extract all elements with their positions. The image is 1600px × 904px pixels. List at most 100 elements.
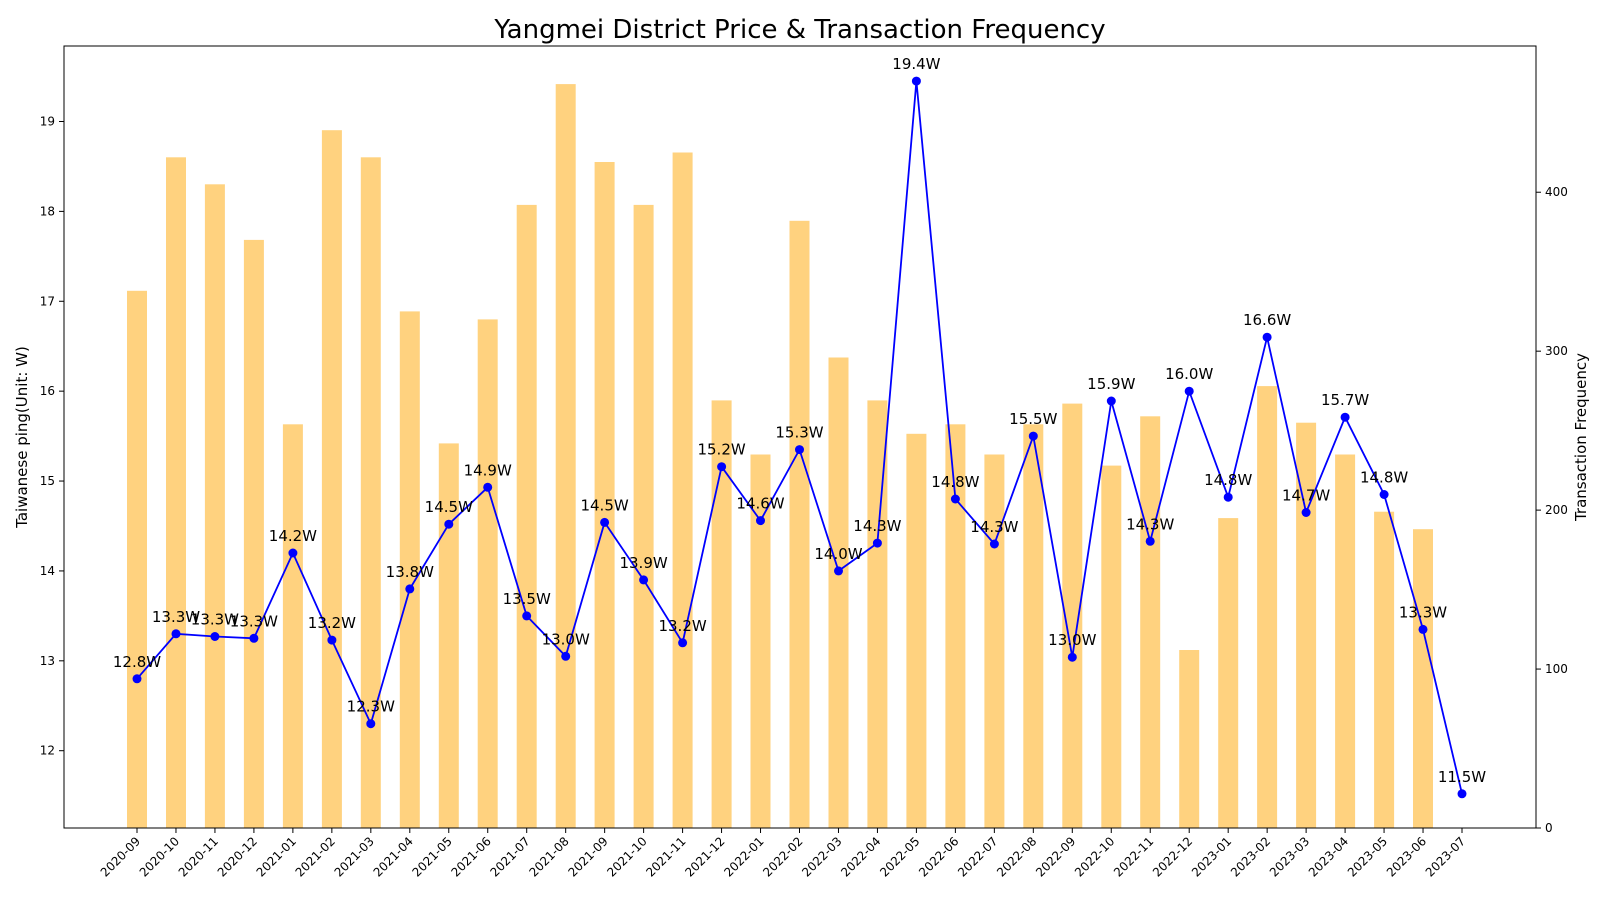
bar xyxy=(594,162,615,828)
price-data-label: 14.5W xyxy=(580,496,628,514)
price-point xyxy=(872,538,882,548)
price-data-label: 14.3W xyxy=(970,518,1018,536)
price-point xyxy=(288,548,298,558)
price-point xyxy=(1262,332,1272,342)
price-point xyxy=(1067,652,1077,662)
y-left-tick-label: 12 xyxy=(40,744,55,758)
price-point xyxy=(600,517,610,527)
price-data-label: 12.8W xyxy=(113,653,161,671)
price-data-label: 14.2W xyxy=(269,527,317,545)
bar xyxy=(867,400,888,828)
bar xyxy=(516,204,537,828)
price-point xyxy=(366,719,376,729)
bar xyxy=(906,433,927,828)
bar xyxy=(828,357,849,828)
bar xyxy=(984,454,1005,828)
y-right-tick-label: 300 xyxy=(1545,344,1568,358)
price-point xyxy=(989,539,999,549)
bar xyxy=(438,443,459,828)
price-point xyxy=(911,76,921,86)
price-data-label: 14.8W xyxy=(1204,471,1252,489)
price-point xyxy=(950,494,960,504)
price-point xyxy=(171,629,181,639)
price-point xyxy=(249,633,259,643)
price-point xyxy=(1418,624,1428,634)
bar xyxy=(633,204,654,828)
bar xyxy=(789,220,810,829)
bar xyxy=(1023,424,1044,828)
price-data-label: 14.8W xyxy=(1360,469,1408,487)
bar xyxy=(750,454,771,828)
price-point xyxy=(1106,396,1116,406)
price-point xyxy=(327,635,337,645)
price-data-label: 12.3W xyxy=(347,698,395,716)
price-data-label: 13.8W xyxy=(386,563,434,581)
price-point xyxy=(678,638,688,648)
price-data-label: 13.5W xyxy=(503,590,551,608)
price-data-label: 13.0W xyxy=(542,630,590,648)
y-axis-left-label: Taiwanese ping(Unit: W) xyxy=(13,346,31,529)
price-data-label: 15.9W xyxy=(1087,375,1135,393)
bar xyxy=(360,157,381,829)
price-point xyxy=(795,445,804,455)
bar xyxy=(1296,422,1317,828)
price-data-label: 19.4W xyxy=(892,55,940,73)
price-data-label: 13.3W xyxy=(191,611,239,629)
price-data-label: 16.0W xyxy=(1165,365,1213,383)
price-point xyxy=(1457,789,1467,799)
bar xyxy=(204,184,225,829)
bar xyxy=(399,311,420,828)
price-point xyxy=(444,519,454,529)
y-left-tick-label: 14 xyxy=(40,564,55,578)
price-data-label: 15.5W xyxy=(1009,410,1057,428)
y-left-tick-label: 15 xyxy=(40,474,55,488)
price-data-label: 13.9W xyxy=(619,554,667,572)
price-data-label: 13.2W xyxy=(308,614,356,632)
price-data-label: 13.2W xyxy=(658,617,706,635)
line-layer xyxy=(132,76,1467,799)
bar xyxy=(1218,518,1239,828)
price-data-label: 14.8W xyxy=(931,473,979,491)
price-point xyxy=(639,575,649,585)
bar xyxy=(1179,650,1200,828)
price-point xyxy=(522,611,532,621)
data-labels-layer: 12.8W13.3W13.3W13.3W14.2W13.2W12.3W13.8W… xyxy=(113,55,1486,786)
y-right-tick-label: 200 xyxy=(1545,503,1568,517)
bar xyxy=(1374,511,1395,828)
price-data-label: 14.3W xyxy=(853,517,901,535)
price-data-label: 14.0W xyxy=(814,545,862,563)
y-left-tick-label: 13 xyxy=(40,654,55,668)
bar xyxy=(945,424,966,828)
price-data-label: 14.5W xyxy=(425,498,473,516)
bar xyxy=(711,400,732,828)
price-point xyxy=(1340,412,1350,422)
y-left-tick-label: 18 xyxy=(40,204,55,218)
chart-title: Yangmei District Price & Transaction Fre… xyxy=(493,15,1105,45)
price-data-label: 15.3W xyxy=(775,424,823,442)
price-point xyxy=(132,674,142,684)
bar xyxy=(1413,529,1433,828)
bar xyxy=(477,319,498,828)
y-left-tick-label: 16 xyxy=(40,384,55,398)
price-data-label: 14.7W xyxy=(1282,487,1330,505)
y-left-tick-label: 19 xyxy=(40,115,55,129)
price-data-label: 14.3W xyxy=(1126,515,1174,533)
bar xyxy=(1335,454,1356,828)
price-data-label: 15.2W xyxy=(697,441,745,459)
price-data-label: 13.3W xyxy=(152,608,200,626)
bar xyxy=(282,424,303,828)
price-point xyxy=(1301,508,1311,517)
y-right-tick-label: 400 xyxy=(1545,185,1568,199)
price-data-label: 13.0W xyxy=(1048,631,1096,649)
price-point xyxy=(834,566,843,576)
y-right-tick-label: 0 xyxy=(1545,821,1553,835)
bar xyxy=(1257,386,1278,828)
price-data-label: 14.6W xyxy=(736,495,784,513)
bar xyxy=(672,152,693,828)
bar xyxy=(1062,403,1083,828)
price-point xyxy=(1223,492,1233,502)
price-data-label: 16.6W xyxy=(1243,311,1291,329)
price-point xyxy=(717,462,727,472)
